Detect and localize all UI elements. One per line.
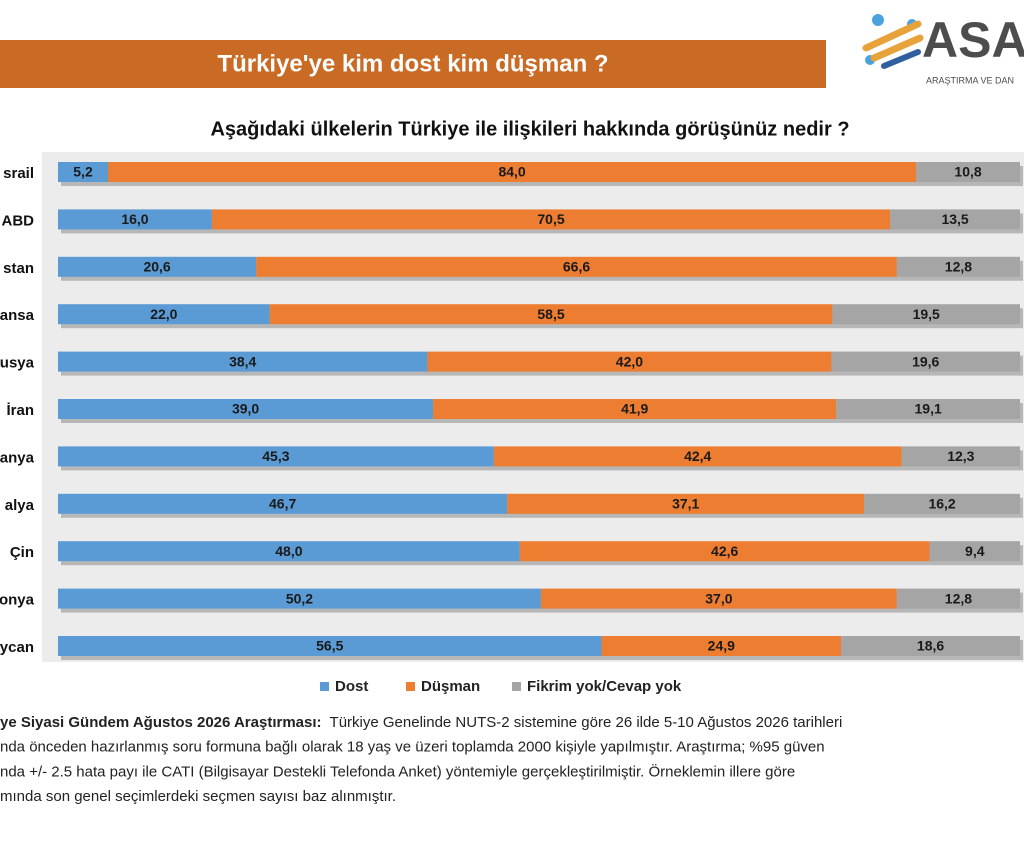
bar-segment [519,541,930,562]
bar-segment [58,162,109,182]
legend-label: Düşman [421,678,480,695]
data-label: 12,3 [947,448,974,464]
data-label: 66,6 [563,259,590,275]
bar-segment [269,304,833,325]
category-label: srail [3,165,34,182]
data-label: 9,4 [965,543,985,559]
data-label: 37,1 [672,496,699,512]
logo-tagline: ARAŞTIRMA VE DAN [926,75,1014,85]
data-label: 45,3 [262,448,289,464]
bar-segment [836,399,1020,419]
logo-icon [862,14,924,69]
header-title: Türkiye'ye kim dost kim düşman ? [217,50,608,77]
bar-segment [427,351,832,372]
bar-segment [831,351,1020,372]
legend-label: Dost [335,678,368,695]
data-label: 13,5 [941,211,968,227]
data-label: 50,2 [286,590,313,606]
bar-segment [58,446,494,467]
header-bar [0,40,826,88]
data-label: 41,9 [621,401,648,417]
category-label: ABD [2,212,35,229]
category-label: ansa [0,307,35,324]
data-label: 42,6 [711,543,738,559]
bar-segment [433,399,837,419]
footnote-line: nda +/- 2.5 hata payı ile CATI (Bilgisay… [0,762,795,780]
data-label: 48,0 [275,543,302,559]
data-label: 84,0 [498,164,525,180]
bar-segment [256,256,897,277]
data-label: 38,4 [229,353,256,369]
data-label: 19,5 [913,306,940,322]
data-label: 56,5 [316,638,343,654]
footnote-line: nda önceden hazırlanmış soru formuna bağ… [0,739,825,756]
bar-segment [540,588,897,609]
bar-segment [832,304,1020,325]
logo-text: ASA [922,12,1024,68]
footnote-line: ye Siyasi Gündem Ağustos 2026 Araştırmas… [0,714,842,731]
data-label: 16,0 [121,211,148,227]
data-label: 24,9 [708,638,735,654]
bar-segment [58,304,270,325]
legend-swatch [320,682,329,691]
footnote-text: Türkiye Genelinde NUTS-2 sistemine göre … [330,714,843,731]
data-label: 42,0 [616,353,643,369]
category-label: ycan [0,639,34,656]
data-label: 16,2 [928,496,955,512]
data-label: 10,8 [954,164,981,180]
data-label: 39,0 [232,401,259,417]
bar-segment [896,256,1020,277]
bar-segment [864,493,1020,514]
data-label: 37,0 [705,590,732,606]
bar-segment [493,446,902,467]
bar-segment [58,256,257,277]
legend-swatch [406,682,415,691]
bar-segment [896,588,1020,609]
legend-label: Fikrim yok/Cevap yok [527,678,682,695]
data-label: 22,0 [150,306,177,322]
bar-segment [929,541,1020,562]
bar-segment [841,636,1020,656]
data-label: 19,1 [915,401,942,417]
data-label: 42,4 [684,448,711,464]
bar-segment [58,588,541,609]
data-label: 12,8 [945,259,972,275]
category-label: stan [3,260,34,277]
category-label: Çin [10,544,34,561]
bar-segment [58,636,602,656]
category-label: onya [0,592,35,609]
data-label: 18,6 [917,638,944,654]
chart-title: Aşağıdaki ülkelerin Türkiye ile ilişkile… [210,118,849,140]
category-label: usya [0,355,35,372]
bar-segment [507,493,865,514]
data-label: 58,5 [537,306,564,322]
bar-segment [601,636,842,656]
data-label: 20,6 [143,259,170,275]
category-label: anya [0,449,35,466]
legend-swatch [512,682,521,691]
data-label: 5,2 [73,164,93,180]
data-label: 19,6 [912,353,939,369]
category-label: İran [6,402,34,419]
category-label: alya [5,497,35,514]
bar-segment [211,209,891,230]
bar-segment [890,209,1020,230]
data-label: 12,8 [945,590,972,606]
bar-segment [58,493,508,514]
data-label: 70,5 [537,211,564,227]
bar-segment [58,399,434,419]
data-label: 46,7 [269,496,296,512]
bar-segment [916,162,1020,182]
bar-segment [58,209,212,230]
bar-segment [58,351,428,372]
bar-segment [901,446,1020,467]
bar-segment [108,162,917,182]
footnote-line: mında son genel seçimlerdeki seçmen sayı… [0,788,396,805]
bar-segment [58,541,520,562]
footnote-lead: ye Siyasi Gündem Ağustos 2026 Araştırmas… [0,714,322,731]
